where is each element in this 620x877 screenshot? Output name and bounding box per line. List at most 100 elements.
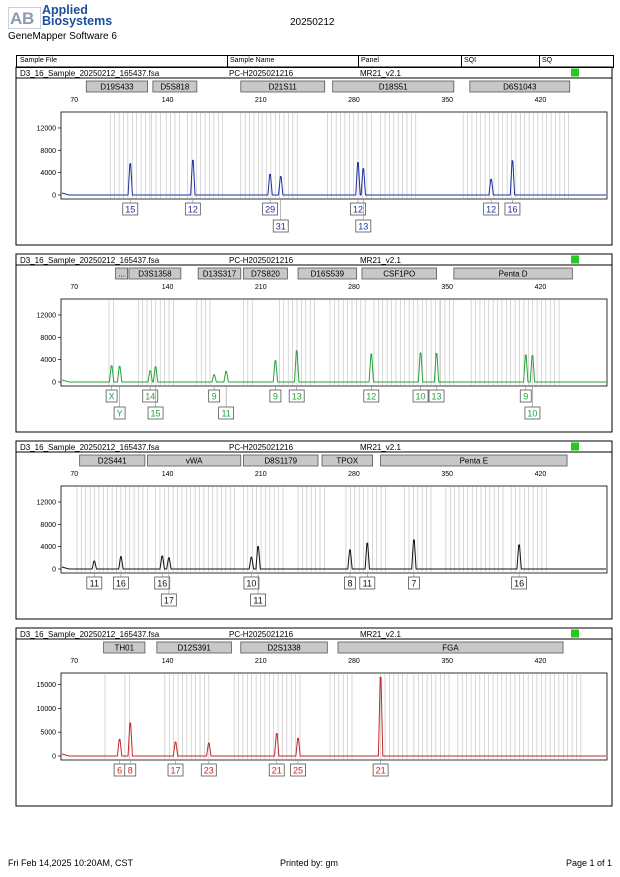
panel-frame [15,440,613,620]
locus-marker [115,267,128,280]
locus-marker [297,267,358,280]
allele-call-box [86,576,103,590]
col-sample-name: Sample Name [230,57,275,64]
locus-label: CSF1PO [383,270,415,279]
x-tick-label: 70 [70,658,78,665]
locus-label: D3S1358 [138,270,172,279]
locus-marker [147,454,242,467]
allele-call-label: 11 [90,579,99,589]
sq-status-badge [571,68,579,77]
locus-label: D2S1338 [267,644,301,653]
sample-file-name: D3_16_Sample_20250212_165437.fsa [20,443,160,452]
allele-call-label: 21 [272,766,282,776]
y-tick-label: 12000 [37,125,57,132]
allele-call-box [142,389,159,403]
x-tick-label: 210 [255,97,267,104]
allele-call-box [269,389,282,403]
plot-area [60,298,608,387]
brand-line-1: Applied [42,3,88,17]
allele-call-box [412,389,429,403]
allele-call-box [408,576,420,590]
x-tick-label: 70 [70,97,78,104]
x-tick-label: 210 [255,658,267,665]
allele-call-box [359,576,376,590]
x-tick-label: 70 [70,284,78,291]
allele-call-label: 23 [204,766,214,776]
allele-call-box [511,576,528,590]
x-tick-label: 350 [441,471,453,478]
signal-trace [61,350,606,383]
allele-call-box [243,576,260,590]
locus-label: D19S433 [100,83,134,92]
locus-label: Penta E [460,457,488,466]
x-tick-label: 350 [441,658,453,665]
sample-file-name: D3_16_Sample_20250212_165437.fsa [20,630,160,639]
panel-name: MR21_v2.1 [360,256,401,265]
brand-line-2: Biosystems [42,14,113,28]
locus-label: D2S441 [98,457,127,466]
allele-call-label: X [109,392,115,402]
y-tick-label: 15000 [37,682,57,689]
panel-2: D3_16_Sample_20250212_165437.fsa PC-H2025… [15,253,613,433]
x-tick-label: 350 [441,97,453,104]
x-tick-label: 210 [255,284,267,291]
x-tick-label: 140 [162,471,174,478]
allele-call-box [350,202,366,216]
sq-status-badge [571,255,579,264]
allele-call-label: 21 [376,766,386,776]
y-tick-label: 8000 [40,148,56,155]
y-tick-label: 0 [52,567,56,574]
report-date: 20250212 [290,17,335,28]
sample-name: PC-H2025021216 [229,443,294,452]
locus-marker [453,267,573,280]
allele-call-label: 17 [164,596,174,606]
y-tick-label: 4000 [40,544,56,551]
x-tick-label: 350 [441,284,453,291]
locus-marker [79,454,146,467]
locus-label: vWA [186,457,203,466]
locus-label: D21S11 [269,83,298,92]
allele-call-box [250,593,266,607]
allele-call-label: 10 [246,579,256,589]
allele-call-label: 16 [116,579,126,589]
allele-call-box [268,763,285,777]
allele-call-label: 13 [292,392,302,402]
locus-label: D16S539 [311,270,345,279]
y-tick-label: 10000 [37,706,57,713]
y-tick-label: 12000 [37,499,57,506]
allele-call-label: 16 [514,579,524,589]
allele-call-box [519,389,532,403]
panel-frame [15,627,613,807]
allele-call-label: 31 [276,222,286,232]
locus-marker [321,454,374,467]
locus-label: D13S317 [203,270,237,279]
sample-name: PC-H2025021216 [229,69,294,78]
software-name: GeneMapper Software 6 [8,31,117,42]
allele-call-box [113,406,126,420]
allele-call-label: 12 [366,392,376,402]
locus-marker [469,80,571,93]
allele-call-box [167,763,184,777]
signal-trace [61,539,606,570]
y-tick-label: 5000 [40,730,56,737]
allele-call-label: 9 [212,392,217,402]
allele-call-box [105,389,118,403]
y-tick-label: 4000 [40,170,56,177]
y-tick-label: 0 [52,380,56,387]
y-tick-label: 4000 [40,357,56,364]
svg-text:A: A [10,9,22,28]
allele-call-label: 13 [358,222,368,232]
allele-call-label: 9 [523,392,528,402]
allele-call-box [122,202,139,216]
allele-call-label: 13 [432,392,442,402]
x-tick-label: 280 [348,471,360,478]
allele-call-box [113,576,129,590]
y-tick-label: 0 [52,754,56,761]
sample-name: PC-H2025021216 [229,630,294,639]
x-tick-label: 420 [535,658,547,665]
allele-call-label: 14 [145,392,155,402]
allele-call-label: 25 [293,766,303,776]
panel-1: D3_16_Sample_20250212_165437.fsa PC-H2025… [15,66,613,246]
allele-call-box [208,389,221,403]
allele-call-label: 12 [486,205,496,215]
